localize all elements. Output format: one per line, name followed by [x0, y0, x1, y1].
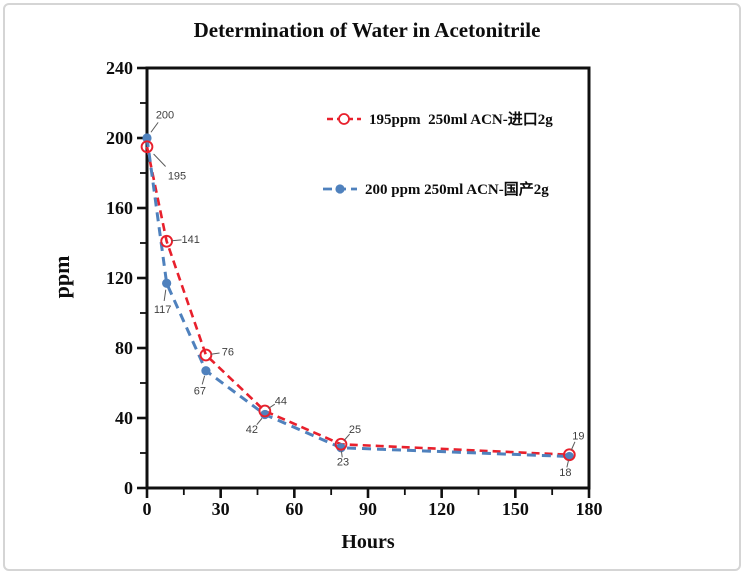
svg-text:19: 19 — [572, 430, 584, 442]
legend-entry-imported: 195ppm 250ml ACN-进口2g — [326, 108, 553, 129]
svg-text:18: 18 — [559, 467, 571, 479]
svg-text:23: 23 — [337, 456, 349, 468]
x-axis-title: Hours — [341, 531, 395, 553]
svg-text:120: 120 — [428, 499, 455, 519]
series-line-1 — [145, 137, 570, 458]
y-axis: 0 40 80 120 160 200 240 — [106, 58, 146, 498]
svg-text:25: 25 — [349, 424, 361, 436]
svg-text:0: 0 — [124, 478, 133, 498]
svg-text:120: 120 — [106, 268, 133, 288]
svg-text:240: 240 — [106, 58, 133, 78]
legend-label-domestic: 200 ppm 250ml ACN-国产2g — [365, 182, 549, 198]
series-markers-0 — [140, 140, 576, 462]
svg-text:44: 44 — [275, 396, 287, 408]
svg-text:0: 0 — [143, 499, 152, 519]
legend-label-imported: 195ppm 250ml ACN-进口2g — [369, 112, 553, 128]
svg-text:150: 150 — [502, 499, 529, 519]
figure-card — [3, 3, 741, 571]
chart-title: Determination of Water in Acetonitrile — [193, 18, 541, 42]
svg-text:40: 40 — [115, 408, 133, 428]
svg-text:76: 76 — [222, 347, 234, 359]
svg-text:60: 60 — [285, 499, 303, 519]
series-line-0 — [145, 146, 570, 457]
svg-text:42: 42 — [246, 424, 258, 436]
legend-entry-domestic: 200 ppm 250ml ACN-国产2g — [322, 178, 549, 199]
svg-text:67: 67 — [194, 385, 206, 397]
svg-text:200: 200 — [156, 110, 174, 122]
svg-text:80: 80 — [115, 338, 133, 358]
svg-text:195: 195 — [168, 170, 186, 182]
plot-frame — [145, 66, 591, 490]
data-labels-0: 195 141 76 44 25 19 — [153, 153, 584, 451]
data-labels-1: 200 117 67 42 23 18 — [150, 110, 571, 479]
svg-text:200: 200 — [106, 128, 133, 148]
svg-text:117: 117 — [154, 304, 172, 316]
svg-text:30: 30 — [212, 499, 230, 519]
svg-text:141: 141 — [181, 234, 199, 246]
x-axis: 0 30 60 90 120 150 180 — [143, 489, 603, 519]
svg-text:180: 180 — [576, 499, 603, 519]
legend-marker-red-dashed-open-circle — [327, 112, 361, 125]
legend-marker-blue-dashed-filled-circle — [323, 183, 357, 194]
svg-text:160: 160 — [106, 198, 133, 218]
svg-text:90: 90 — [359, 499, 377, 519]
